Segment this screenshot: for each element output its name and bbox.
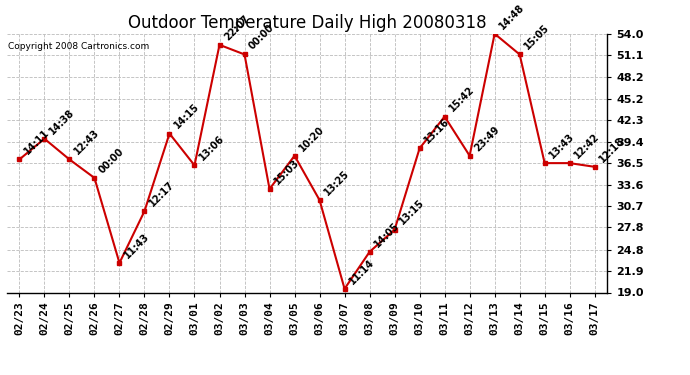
Text: 14:38: 14:38 bbox=[47, 107, 77, 136]
Text: 15:03: 15:03 bbox=[273, 157, 302, 186]
Text: 15:42: 15:42 bbox=[447, 85, 476, 114]
Title: Outdoor Temperature Daily High 20080318: Outdoor Temperature Daily High 20080318 bbox=[128, 14, 486, 32]
Text: 12:43: 12:43 bbox=[72, 128, 101, 157]
Text: 11:14: 11:14 bbox=[347, 257, 376, 286]
Text: 23:49: 23:49 bbox=[473, 124, 502, 153]
Text: 12:42: 12:42 bbox=[573, 131, 602, 160]
Text: 12:17: 12:17 bbox=[147, 179, 176, 209]
Text: 00:00: 00:00 bbox=[247, 22, 276, 52]
Text: 11:43: 11:43 bbox=[122, 231, 151, 260]
Text: 14:48: 14:48 bbox=[497, 2, 526, 31]
Text: 14:15: 14:15 bbox=[172, 102, 201, 131]
Text: 00:00: 00:00 bbox=[97, 146, 126, 175]
Text: Copyright 2008 Cartronics.com: Copyright 2008 Cartronics.com bbox=[8, 42, 149, 51]
Text: 22:07: 22:07 bbox=[222, 13, 251, 42]
Text: 15:05: 15:05 bbox=[522, 22, 551, 52]
Text: 13:25: 13:25 bbox=[322, 168, 351, 197]
Text: 13:16: 13:16 bbox=[422, 117, 451, 146]
Text: 14:11: 14:11 bbox=[22, 128, 51, 157]
Text: 13:43: 13:43 bbox=[547, 131, 576, 160]
Text: 14:05: 14:05 bbox=[373, 220, 402, 249]
Text: 12:18: 12:18 bbox=[598, 135, 627, 164]
Text: 13:06: 13:06 bbox=[197, 134, 226, 163]
Text: 13:15: 13:15 bbox=[397, 198, 426, 227]
Text: 10:20: 10:20 bbox=[297, 124, 326, 153]
